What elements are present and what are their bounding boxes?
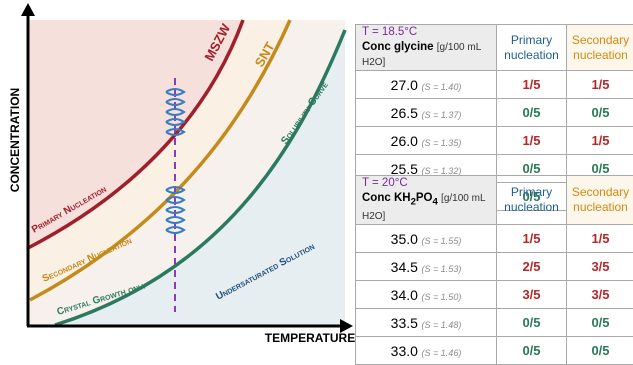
secondary-nucleation-result: 3/5 bbox=[567, 281, 633, 309]
concentration-value: 35.0 bbox=[391, 231, 418, 247]
supersaturation-value: (S = 1.35) bbox=[422, 138, 462, 148]
concentration-value: 33.0 bbox=[391, 343, 418, 359]
temperature-label: T = 20°C bbox=[362, 177, 408, 189]
table-header-cell: T = 18.5°C Conc glycine [g/100 mL H2O] bbox=[356, 25, 497, 71]
supersaturation-value: (S = 1.53) bbox=[422, 264, 462, 274]
supersaturation-value: (S = 1.50) bbox=[422, 292, 462, 302]
concentration-value: 33.5 bbox=[391, 315, 418, 331]
supersaturation-value: (S = 1.37) bbox=[422, 110, 462, 120]
secondary-nucleation-result: 0/5 bbox=[567, 309, 633, 337]
table-header-cell: T = 20°C Conc KH2PO4 [g/100 mL H2O] bbox=[356, 176, 497, 225]
primary-nucleation-result: 0/5 bbox=[497, 99, 567, 127]
concentration-cell: 34.5 (S = 1.53) bbox=[356, 253, 497, 281]
concentration-value: 27.0 bbox=[391, 77, 418, 93]
secondary-nucleation-result: 1/5 bbox=[567, 127, 633, 155]
secondary-nucleation-header: Secondary nucleation bbox=[567, 176, 633, 225]
secondary-nucleation-result: 3/5 bbox=[567, 253, 633, 281]
concentration-cell: 33.0 (S = 1.46) bbox=[356, 337, 497, 365]
supersaturation-value: (S = 1.48) bbox=[422, 320, 462, 330]
primary-nucleation-result: 1/5 bbox=[497, 71, 567, 99]
concentration-cell: 34.0 (S = 1.50) bbox=[356, 281, 497, 309]
supersaturation-value: (S = 1.55) bbox=[422, 236, 462, 246]
concentration-cell: 27.0 (S = 1.40) bbox=[356, 71, 497, 99]
concentration-label: Conc KH2PO4 bbox=[362, 192, 438, 204]
primary-nucleation-result: 0/5 bbox=[497, 309, 567, 337]
concentration-cell: 33.5 (S = 1.48) bbox=[356, 309, 497, 337]
concentration-value: 26.0 bbox=[391, 133, 418, 149]
concentration-value: 34.5 bbox=[391, 259, 418, 275]
secondary-nucleation-result: 1/5 bbox=[567, 225, 633, 253]
secondary-nucleation-result: 1/5 bbox=[567, 71, 633, 99]
concentration-value: 34.0 bbox=[391, 287, 418, 303]
primary-nucleation-result: 1/5 bbox=[497, 225, 567, 253]
concentration-value: 26.5 bbox=[391, 105, 418, 121]
table-header-row: T = 20°C Conc KH2PO4 [g/100 mL H2O] Prim… bbox=[356, 176, 633, 225]
temperature-label: T = 18.5°C bbox=[362, 26, 417, 38]
concentration-cell: 26.5 (S = 1.37) bbox=[356, 99, 497, 127]
phase-diagram: Concentration Temperature MSZW SNT Solub… bbox=[0, 0, 355, 344]
primary-nucleation-header: Primary nucleation bbox=[497, 25, 567, 71]
primary-nucleation-result: 0/5 bbox=[497, 337, 567, 365]
primary-nucleation-result: 1/5 bbox=[497, 127, 567, 155]
table-header-row: T = 18.5°C Conc glycine [g/100 mL H2O] P… bbox=[356, 25, 633, 71]
kh2po4-nucleation-table: T = 20°C Conc KH2PO4 [g/100 mL H2O] Prim… bbox=[355, 175, 633, 365]
concentration-cell: 35.0 (S = 1.55) bbox=[356, 225, 497, 253]
concentration-label: Conc glycine bbox=[362, 41, 434, 53]
secondary-nucleation-header: Secondary nucleation bbox=[567, 25, 633, 71]
primary-nucleation-result: 3/5 bbox=[497, 281, 567, 309]
supersaturation-value: (S = 1.40) bbox=[422, 82, 462, 92]
y-axis-arrow bbox=[21, 3, 35, 16]
x-axis-label: Temperature bbox=[265, 331, 355, 344]
primary-nucleation-result: 2/5 bbox=[497, 253, 567, 281]
y-axis-label: Concentration bbox=[8, 88, 22, 192]
secondary-nucleation-result: 0/5 bbox=[567, 337, 633, 365]
supersaturation-value: (S = 1.32) bbox=[422, 166, 462, 176]
concentration-cell: 26.0 (S = 1.35) bbox=[356, 127, 497, 155]
primary-nucleation-header: Primary nucleation bbox=[497, 176, 567, 225]
supersaturation-value: (S = 1.46) bbox=[422, 348, 462, 358]
secondary-nucleation-result: 0/5 bbox=[567, 99, 633, 127]
